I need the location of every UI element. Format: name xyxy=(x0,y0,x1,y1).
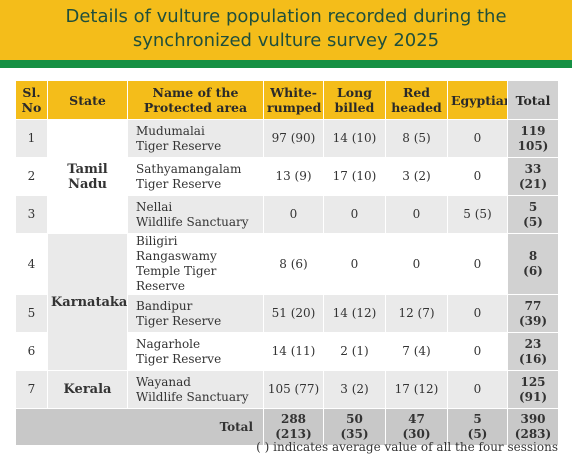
cell-long-billed: 14 (12) xyxy=(323,294,386,333)
cell-sl: 3 xyxy=(15,195,48,234)
cell-red-headed: 17 (12) xyxy=(385,370,448,409)
title-banner: Details of vulture population recorded d… xyxy=(0,0,572,60)
cell-red-headed: 0 xyxy=(385,233,448,295)
cell-total: 5 (5) xyxy=(507,195,559,234)
cell-sl: 1 xyxy=(15,119,48,158)
cell-white-rumped: 8 (6) xyxy=(263,233,324,295)
header-state: State xyxy=(47,80,128,120)
cell-state: Kerala xyxy=(47,370,128,409)
cell-area: Nagarhole Tiger Reserve xyxy=(127,332,264,371)
cell-area: Bandipur Tiger Reserve xyxy=(127,294,264,333)
cell-sl: 5 xyxy=(15,294,48,333)
table-row: 4 Karnataka Biligiri Rangaswamy Temple Ti… xyxy=(15,233,559,371)
cell-area: Mudumalai Tiger Reserve xyxy=(127,119,264,158)
header-protected-area: Name of the Protected area xyxy=(127,80,264,120)
green-stripe xyxy=(0,60,572,68)
cell-area: Nellai Wildlife Sanctuary xyxy=(127,195,264,234)
vulture-table: Sl. No State Name of the Protected area Wh… xyxy=(15,80,559,446)
header-egyptian: Egyptian xyxy=(447,80,508,120)
cell-white-rumped: 97 (90) xyxy=(263,119,324,158)
cell-sl: 6 xyxy=(15,332,48,371)
table-row: 2 Sathyamangalam Tiger Reserve 13 (9) 17 … xyxy=(15,157,559,196)
total-red-headed: 47 (30) xyxy=(385,408,448,446)
footnote: ( ) indicates average value of all the f… xyxy=(256,440,558,454)
cell-white-rumped: 14 (11) xyxy=(263,332,324,371)
cell-white-rumped: 0 xyxy=(263,195,324,234)
cell-total: 8 (6) xyxy=(507,233,559,295)
cell-egyptian: 0 xyxy=(447,157,508,196)
cell-egyptian: 0 xyxy=(447,332,508,371)
cell-white-rumped: 13 (9) xyxy=(263,157,324,196)
header-row: Sl. No State Name of the Protected area Wh… xyxy=(15,80,559,120)
total-egyptian: 5 (5) xyxy=(447,408,508,446)
header-sl-no: Sl. No xyxy=(15,80,48,120)
cell-red-headed: 3 (2) xyxy=(385,157,448,196)
cell-red-headed: 0 xyxy=(385,195,448,234)
cell-long-billed: 3 (2) xyxy=(323,370,386,409)
cell-total: 23 (16) xyxy=(507,332,559,371)
cell-area: Biligiri Rangaswamy Temple Tiger Reserve xyxy=(127,233,264,295)
cell-state: Karnataka xyxy=(47,233,128,371)
cell-red-headed: 12 (7) xyxy=(385,294,448,333)
table-row: 1 Tamil Nadu Mudumalai Tiger Reserve 97 (… xyxy=(15,119,559,234)
cell-egyptian: 0 xyxy=(447,119,508,158)
cell-total: 33 (21) xyxy=(507,157,559,196)
cell-long-billed: 14 (10) xyxy=(323,119,386,158)
header-white-rumped: White-rumped xyxy=(263,80,324,120)
cell-area: Sathyamangalam Tiger Reserve xyxy=(127,157,264,196)
cell-long-billed: 17 (10) xyxy=(323,157,386,196)
total-long-billed: 50 (35) xyxy=(323,408,386,446)
header-long-billed: Long billed xyxy=(323,80,386,120)
cell-white-rumped: 51 (20) xyxy=(263,294,324,333)
total-white-rumped: 288 (213) xyxy=(263,408,324,446)
cell-sl: 4 xyxy=(15,233,48,295)
table-row: 5 Bandipur Tiger Reserve 51 (20) 14 (12) … xyxy=(15,294,559,333)
cell-long-billed: 2 (1) xyxy=(323,332,386,371)
cell-sl: 2 xyxy=(15,157,48,196)
total-row: Total 288 (213) 50 (35) 47 (30) 5 (5) 390 (28… xyxy=(15,408,559,446)
cell-total: 77 (39) xyxy=(507,294,559,333)
cell-long-billed: 0 xyxy=(323,195,386,234)
cell-sl: 7 xyxy=(15,370,48,409)
table-row: 6 Nagarhole Tiger Reserve 14 (11) 2 (1) 7… xyxy=(15,332,559,371)
cell-area: Wayanad Wildlife Sanctuary xyxy=(127,370,264,409)
table-row: 7 Kerala Wayanad Wildlife Sanctuary 105 (… xyxy=(15,370,559,409)
total-label: Total xyxy=(15,408,264,446)
total-grand: 390 (283) xyxy=(507,408,559,446)
cell-egyptian: 0 xyxy=(447,233,508,295)
cell-egyptian: 5 (5) xyxy=(447,195,508,234)
header-red-headed: Red headed xyxy=(385,80,448,120)
cell-total: 119 105) xyxy=(507,119,559,158)
title-line-2: synchronized vulture survey 2025 xyxy=(132,30,440,51)
cell-red-headed: 8 (5) xyxy=(385,119,448,158)
table-row: 3 Nellai Wildlife Sanctuary 0 0 0 5 (5) 5… xyxy=(15,195,559,234)
cell-total: 125 (91) xyxy=(507,370,559,409)
header-total: Total xyxy=(507,80,559,120)
cell-long-billed: 0 xyxy=(323,233,386,295)
title-line-1: Details of vulture population recorded d… xyxy=(65,6,507,27)
cell-state: Tamil Nadu xyxy=(47,119,128,234)
cell-white-rumped: 105 (77) xyxy=(263,370,324,409)
cell-egyptian: 0 xyxy=(447,370,508,409)
cell-egyptian: 0 xyxy=(447,294,508,333)
cell-red-headed: 7 (4) xyxy=(385,332,448,371)
